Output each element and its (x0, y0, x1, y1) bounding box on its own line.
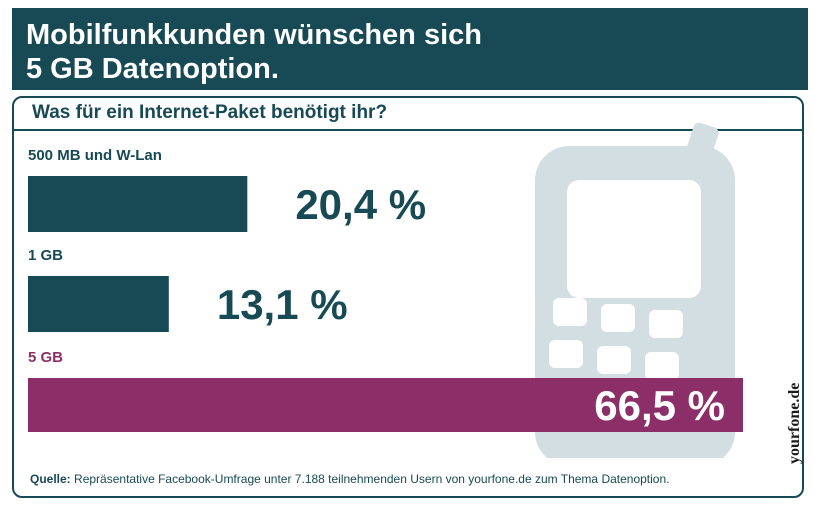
source-text: Repräsentative Facebook-Umfrage unter 7.… (74, 472, 670, 486)
category-label: 1 GB (28, 247, 63, 264)
source-note: Quelle: Repräsentative Facebook-Umfrage … (30, 472, 670, 486)
bar (28, 378, 743, 432)
value-label: 20,4 % (295, 181, 426, 228)
value-label: 66,5 % (594, 382, 725, 429)
chart-title: Was für ein Internet-Paket benötigt ihr? (32, 102, 388, 123)
bar (28, 176, 248, 232)
category-label: 500 MB und W-Lan (28, 147, 162, 164)
value-label: 13,1 % (217, 281, 348, 328)
header-banner: Mobilfunkkunden wünschen sich 5 GB Daten… (12, 8, 808, 90)
watermark-text: yourfone.de (786, 383, 803, 464)
page-title: Mobilfunkkunden wünschen sich 5 GB Daten… (26, 19, 482, 85)
category-label: 5 GB (28, 349, 63, 366)
source-label: Quelle: (30, 472, 71, 486)
brand-watermark: yourfone.de (786, 383, 803, 464)
bar (28, 276, 169, 332)
divider (14, 129, 802, 131)
